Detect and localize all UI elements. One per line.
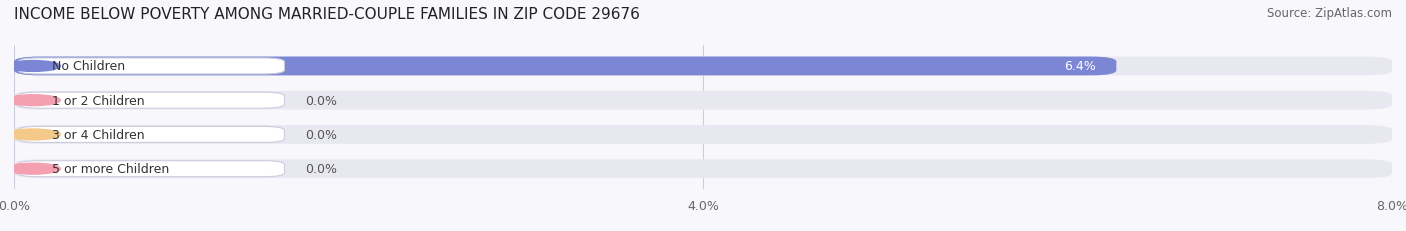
FancyBboxPatch shape [17,93,284,109]
Circle shape [6,61,60,72]
Text: 1 or 2 Children: 1 or 2 Children [52,94,145,107]
Text: INCOME BELOW POVERTY AMONG MARRIED-COUPLE FAMILIES IN ZIP CODE 29676: INCOME BELOW POVERTY AMONG MARRIED-COUPL… [14,7,640,22]
Circle shape [6,95,60,106]
Text: 0.0%: 0.0% [305,162,337,175]
FancyBboxPatch shape [14,91,1392,110]
Text: 6.4%: 6.4% [1064,60,1095,73]
Circle shape [6,164,60,174]
FancyBboxPatch shape [14,125,1392,144]
Text: Source: ZipAtlas.com: Source: ZipAtlas.com [1267,7,1392,20]
FancyBboxPatch shape [17,161,284,177]
Text: 3 or 4 Children: 3 or 4 Children [52,128,145,141]
Text: No Children: No Children [52,60,125,73]
Text: 0.0%: 0.0% [305,94,337,107]
FancyBboxPatch shape [17,59,284,75]
Text: 5 or more Children: 5 or more Children [52,162,169,175]
FancyBboxPatch shape [14,57,1392,76]
FancyBboxPatch shape [14,57,1116,76]
Text: 0.0%: 0.0% [305,128,337,141]
FancyBboxPatch shape [17,127,284,143]
Circle shape [6,129,60,140]
FancyBboxPatch shape [14,160,1392,178]
